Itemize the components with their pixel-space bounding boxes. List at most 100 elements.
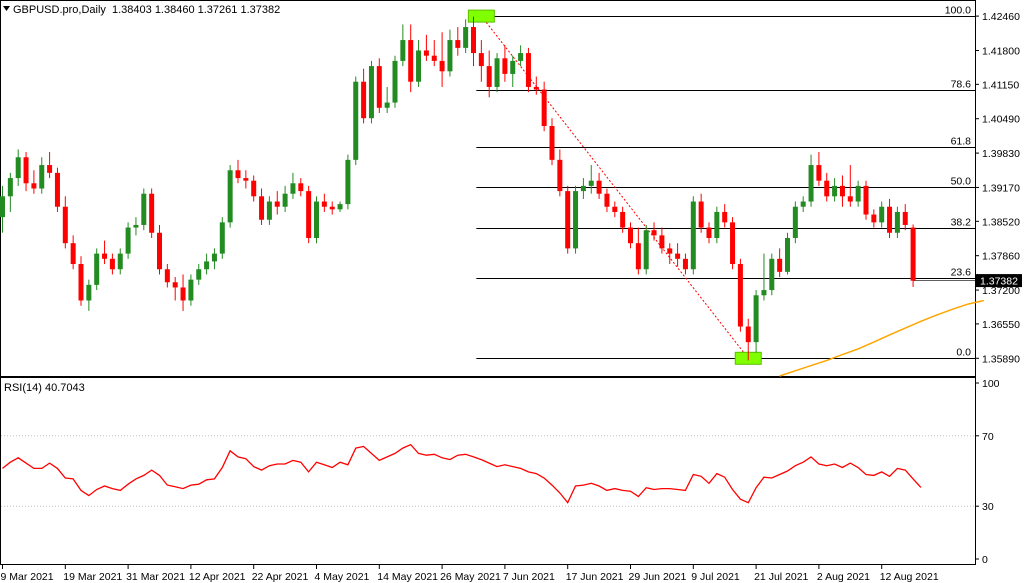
candle-body [502,58,508,74]
candle-body [832,185,838,197]
rsi-title: RSI(14) 40.7043 [4,382,85,394]
candle-body [894,211,900,233]
candle-body [86,284,92,301]
fibo-trendline[interactable] [480,15,749,359]
candle-body [431,55,437,61]
candle-body [855,185,861,202]
candle-body [887,206,893,233]
candle-body [675,253,681,259]
candle-body [792,206,798,238]
candle-body [125,227,131,254]
candle-body [628,227,633,244]
candle-body [78,264,84,301]
candle-body [306,191,312,238]
candle-body [376,66,382,108]
candle-body [31,183,37,189]
candle-body [70,243,76,265]
candle-body [808,165,814,202]
candle-body [839,185,845,197]
candle-body [368,66,374,119]
candle-body [635,243,641,270]
candle-body [133,224,139,228]
candle-body [777,258,783,272]
price-tick-label: 1.35890 [982,353,1020,365]
candle-body [62,206,68,244]
candle-body [706,227,712,238]
candle-body [761,290,767,296]
candle-body [235,170,241,179]
rsi-tick-label: 0 [982,554,988,566]
candle-body [400,40,406,61]
candle-body [730,222,736,265]
price-tick-label: 1.42460 [982,11,1020,23]
candle-body [204,261,210,270]
candle-body [211,253,217,262]
candle-body [565,191,571,249]
rsi-tick-label: 100 [982,378,1000,390]
candle-body [408,40,414,82]
candle-body [227,170,233,223]
candlestick-series [0,16,916,361]
candle-body [604,193,610,207]
candle-body [863,185,869,215]
candle-body [667,248,673,254]
candle-body [541,89,547,126]
candle-body [580,185,586,192]
candle-body [745,326,751,343]
time-axis: 9 Mar 2021 19 Mar 2021 31 Mar 2021 12 Apr 2… [1,565,939,583]
candle-body [345,159,351,205]
price-tick-label: 1.41150 [982,79,1019,91]
price-tick-label: 1.39830 [982,148,1020,160]
rsi-tick-label: 30 [982,501,994,513]
fibo-anchor-handle[interactable] [467,9,495,23]
triangle-down-icon[interactable] [3,6,10,11]
price-tick-label: 1.36550 [982,319,1020,331]
candle-body [109,258,115,270]
candle-body [620,211,626,228]
candle-body [588,180,594,186]
price-axis: 1.42460 1.41800 1.41150 1.40490 1.39830 1.391… [913,11,1022,365]
candle-body [455,40,461,48]
fibo-level-label: 38.2 [951,217,972,229]
price-tick-label: 1.37860 [982,251,1020,263]
candle-body [494,58,500,87]
candle-body [902,211,908,225]
price-tick-label: 1.37200 [982,285,1020,297]
candle-body [824,180,830,197]
candle-body [361,81,367,119]
fibonacci-retracement[interactable]: 100.0 78.6 61.8 50.0 38.2 23.6 0.0 [467,5,975,365]
candle-body [321,201,327,207]
candle-body [274,201,280,207]
candle-body [714,211,720,238]
candle-body [149,193,155,233]
candle-body [659,235,665,249]
fibo-level-label: 23.6 [951,267,972,279]
fibo-level-label: 100.0 [945,5,971,17]
rsi-indicator: 100 70 30 0 [1,378,1000,566]
candle-body [557,159,563,192]
time-tick-label: 9 Mar 2021 [1,571,54,583]
candle-body [102,253,108,259]
rsi-line [2,443,922,504]
candle-body [769,258,775,291]
candle-body [847,196,853,202]
ohlc-readout: 1.38403 1.38460 1.37261 1.37382 [112,4,280,16]
candle-body [871,214,877,223]
candle-body [486,66,492,87]
candle-body [353,81,359,160]
candle-body [722,211,728,223]
candle-body [243,178,249,181]
time-tick-label: 14 May 2021 [377,571,438,583]
fibo-level-label: 61.8 [951,136,972,148]
candle-body [141,193,147,225]
candle-body [471,27,476,54]
candle-body [219,222,225,254]
time-tick-label: 26 May 2021 [440,571,501,583]
candle-body [282,193,288,207]
candle-body [423,50,429,56]
candle-body [266,201,272,220]
time-tick-label: 4 May 2021 [315,571,370,583]
candle-body [737,264,743,327]
candle-body [525,53,531,87]
